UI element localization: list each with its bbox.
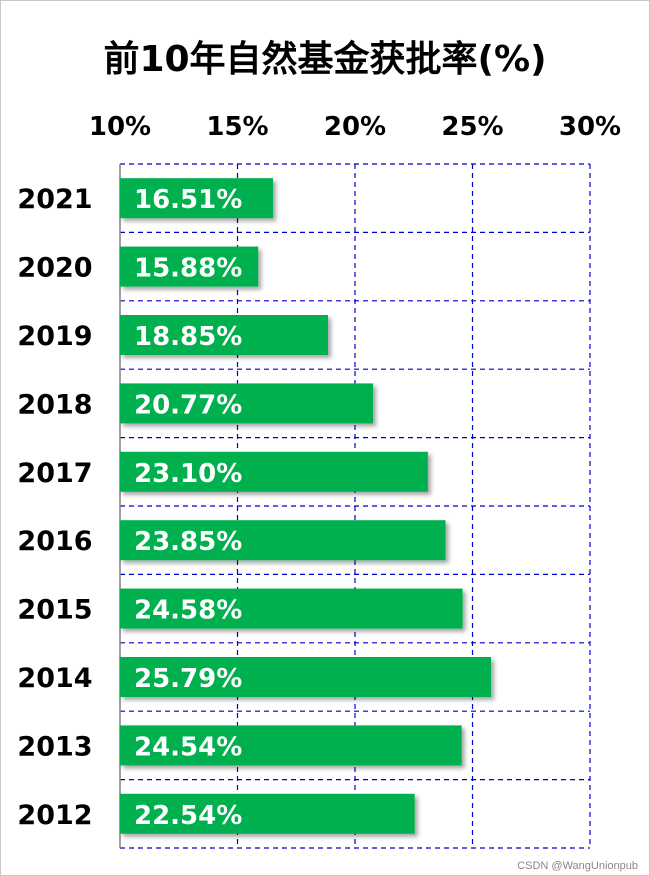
bar — [120, 725, 462, 766]
bar-value-label: 15.88% — [134, 254, 242, 284]
bar-value-label: 25.79% — [134, 664, 242, 694]
bar — [120, 315, 328, 355]
watermark: CSDN @WangUnionpub — [517, 860, 638, 872]
bars — [120, 178, 492, 834]
data-labels: 16.51% 15.88% 18.85% 20.77% 23.10% 23.85% 24.5… — [134, 185, 242, 831]
bar-value-label: 16.51% — [134, 185, 242, 215]
x-tick-label: 10% — [89, 112, 151, 142]
bar-value-label: 23.10% — [134, 459, 242, 489]
chart-title: 前10年自然基金获批率(%) — [103, 39, 547, 80]
x-tick-label: 30% — [559, 112, 621, 142]
bar-value-label: 20.77% — [134, 390, 242, 420]
y-category-label: 2012 — [17, 800, 92, 831]
y-category-label: 2019 — [17, 321, 92, 352]
y-category-label: 2017 — [17, 458, 92, 489]
bar — [120, 793, 415, 834]
bar — [120, 451, 428, 492]
bar — [120, 520, 446, 561]
x-tick-label: 20% — [324, 112, 386, 142]
y-category-label: 2018 — [17, 389, 92, 420]
bar — [120, 657, 492, 697]
y-category-label: 2020 — [17, 253, 92, 284]
bar — [120, 178, 273, 219]
x-tick-label: 25% — [441, 112, 503, 142]
y-category-label: 2016 — [17, 526, 92, 557]
y-category-label: 2013 — [17, 731, 92, 762]
bar — [120, 588, 463, 629]
bar-value-label: 22.54% — [134, 801, 242, 831]
x-axis-ticks: 10% 15% 20% 25% 30% — [89, 112, 621, 142]
y-category-label: 2014 — [17, 663, 92, 694]
bar-value-label: 24.58% — [134, 596, 242, 626]
x-tick-label: 15% — [206, 112, 268, 142]
bar — [120, 383, 374, 424]
bar — [120, 246, 259, 287]
bar-value-label: 18.85% — [134, 322, 242, 352]
bar-value-label: 23.85% — [134, 527, 242, 557]
y-category-label: 2021 — [17, 184, 92, 215]
bar-value-label: 24.54% — [134, 732, 242, 762]
y-category-label: 2015 — [17, 595, 92, 626]
y-axis-categories: 2021 2020 2019 2018 2017 2016 2015 2014 2013 2012 — [17, 184, 92, 831]
